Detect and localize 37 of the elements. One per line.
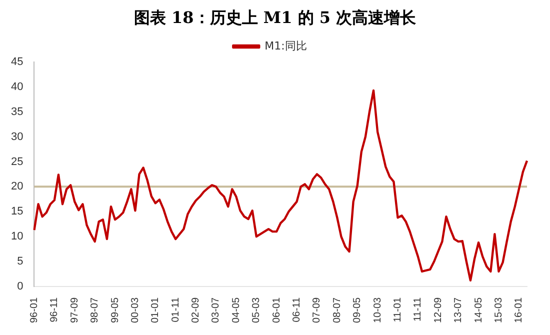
x-tick-label: 10-03 xyxy=(372,296,384,323)
x-tick-label: 00-03 xyxy=(130,296,141,323)
x-tick-label: 15-03 xyxy=(493,296,504,323)
x-tick-label: 14-05 xyxy=(473,296,484,323)
chart-title: 图表 18：历史上 M1 的 5 次高速增长 xyxy=(132,8,418,29)
x-tick-label: 96-01 xyxy=(28,296,40,323)
x-tick-label: 97-09 xyxy=(69,296,80,323)
y-tick-label: 25 xyxy=(10,156,24,168)
x-tick-label: 96-11 xyxy=(49,296,60,322)
y-tick-label: 15 xyxy=(10,206,24,218)
x-tick-label: 04-05 xyxy=(230,296,242,323)
x-tick-label: 01-01 xyxy=(150,296,162,323)
x-tick-label: 05-03 xyxy=(251,296,262,323)
x-tick-label: 13-07 xyxy=(453,296,464,323)
x-tick-label: 08-07 xyxy=(332,296,343,323)
x-tick-label: 02-09 xyxy=(190,296,202,323)
y-tick-label: 0 xyxy=(17,280,24,292)
x-tick-label: 03-07 xyxy=(210,296,222,323)
x-tick-label: 06-11 xyxy=(292,296,303,322)
y-tick-label: 40 xyxy=(10,80,24,93)
x-tick-label: 01-11 xyxy=(170,296,182,322)
x-tick-label: 11-01 xyxy=(392,296,404,322)
x-tick-label: 16-01 xyxy=(514,296,525,323)
x-tick-label: 09-05 xyxy=(352,296,364,323)
x-tick-label: 07-09 xyxy=(312,296,323,323)
y-tick-label: 5 xyxy=(17,256,24,268)
legend-label: M1:同比 xyxy=(264,39,307,52)
y-tick-label: 20 xyxy=(10,180,24,193)
x-tick-label: 98-07 xyxy=(90,296,101,323)
x-tick-label: 11-11 xyxy=(412,296,424,322)
x-tick-label: 06-01 xyxy=(271,296,282,323)
y-tick-label: 30 xyxy=(10,130,24,143)
y-tick-label: 35 xyxy=(10,106,24,118)
y-tick-label: 45 xyxy=(10,56,24,68)
x-tick-label: 12-09 xyxy=(432,296,444,323)
y-tick-label: 10 xyxy=(10,230,24,243)
x-tick-label: 99-05 xyxy=(110,296,121,323)
